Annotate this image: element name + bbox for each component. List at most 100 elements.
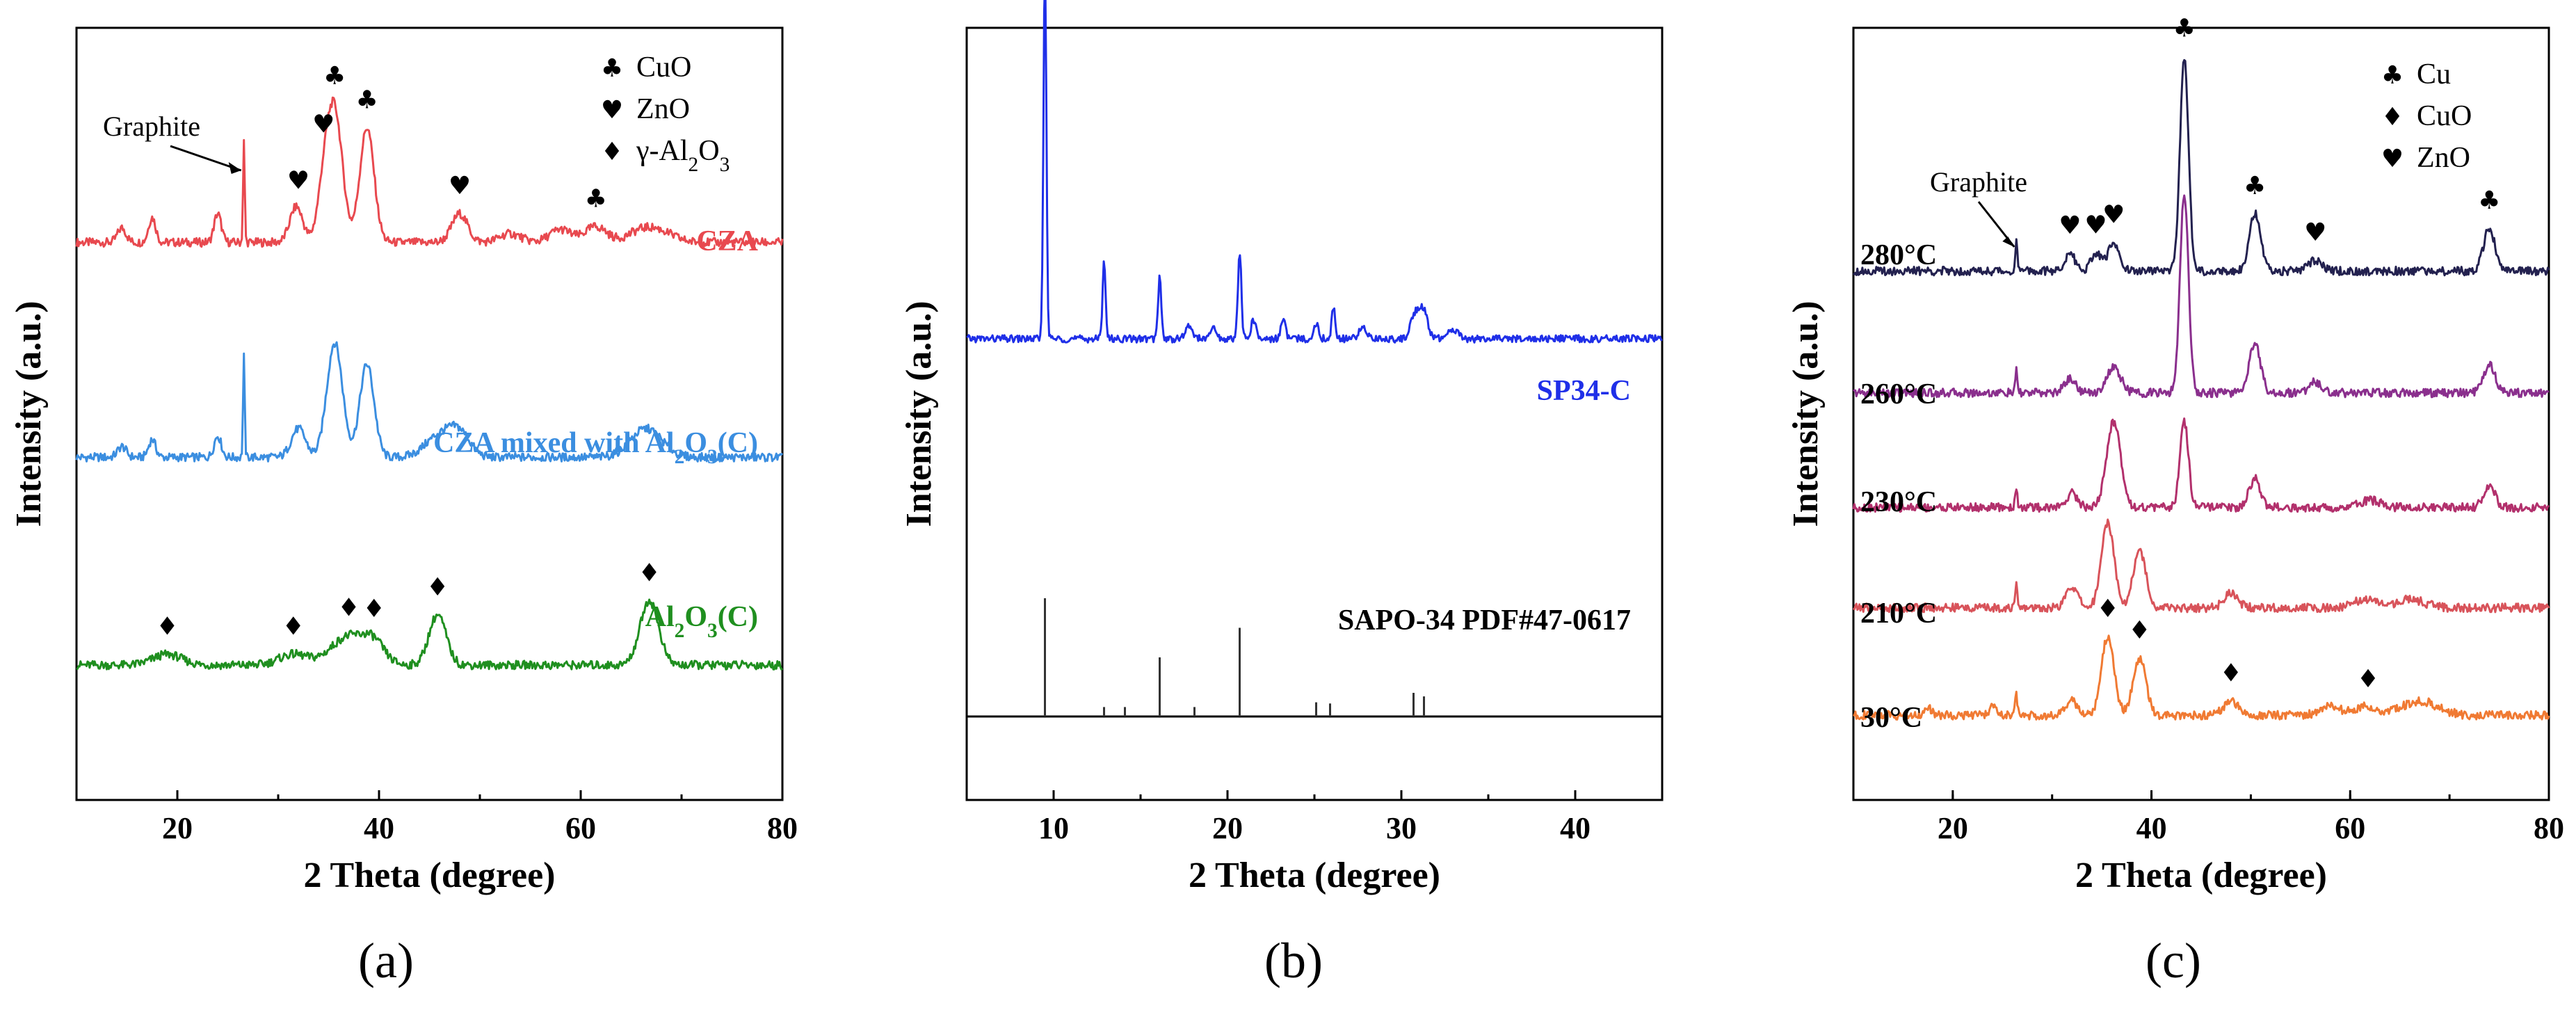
text-part: O (698, 135, 719, 167)
x-tick-label: 20 (162, 811, 193, 845)
annotation-arrowhead (228, 162, 241, 174)
series-label-temp: 210°C (1860, 598, 1937, 630)
series-line (1852, 58, 2550, 277)
peak-marker: ♦ (2357, 665, 2379, 694)
y-axis-title: Intensity (a.u.) (899, 301, 939, 527)
peak-marker: ♦ (2128, 616, 2150, 645)
annotation-arrowhead (2002, 237, 2015, 247)
x-tick-label: 80 (767, 811, 798, 845)
text-part: CZA mixed with Al (433, 427, 675, 459)
series-label-temp: 280°C (1860, 239, 1937, 271)
peak-marker: ♦ (337, 593, 360, 622)
text-part: (C) (718, 601, 758, 633)
series-label-cza-mixed: CZA mixed with Al2O3(C) (433, 427, 758, 468)
peak-marker: ♥ (287, 166, 309, 195)
legend-label: CuO (636, 51, 691, 83)
series-label-sp34c: SP34-C (1537, 375, 1631, 407)
peak-marker: ♥ (2102, 200, 2125, 229)
x-axis-title: 2 Theta (degree) (1189, 856, 1440, 895)
series-line (1853, 194, 2550, 399)
subscript: 2 (675, 620, 685, 642)
graphite-annotation: Graphite (103, 111, 200, 142)
peak-marker: ♣ (585, 185, 607, 214)
x-tick-label: 20 (1938, 811, 1968, 845)
x-tick-label: 20 (1212, 811, 1243, 845)
peak-marker: ♣ (355, 86, 378, 115)
series-label-temp: 30°C (1860, 702, 1922, 734)
series-label-temp: 260°C (1860, 378, 1937, 410)
series-line (1852, 518, 2550, 614)
plot-frame (965, 26, 1664, 801)
text-part: (C) (718, 427, 758, 459)
peak-marker: ♣ (2173, 15, 2196, 43)
peak-marker: ♦ (2097, 595, 2119, 623)
peak-marker: ♣ (2244, 172, 2266, 200)
subscript: 2 (689, 154, 699, 176)
series-line (966, 0, 1663, 344)
text-part: CuO (636, 51, 691, 83)
peak-marker: ♣ (323, 62, 346, 90)
plot-frame (75, 26, 784, 801)
peak-marker: ♣ (2478, 186, 2500, 215)
panel-c: 20 40 60 80 2 Theta (degree) Intensity (a.u.)… (1786, 15, 2564, 988)
series-label-al2o3: Al2O3(C) (645, 601, 758, 642)
legend-symbol: ♣ (2381, 61, 2404, 90)
x-tick-label: 40 (364, 811, 394, 845)
panel-caption: (a) (358, 933, 414, 988)
subscript: 3 (707, 446, 718, 468)
x-tick-label: 60 (565, 811, 596, 845)
text-part: CuO (2417, 100, 2472, 132)
text-part: ZnO (636, 93, 690, 125)
text-part: ZnO (2417, 142, 2470, 174)
panel-caption: (b) (1264, 933, 1323, 988)
reference-label: SAPO-34 PDF#47-0617 (1338, 604, 1631, 636)
peak-marker: ♦ (282, 612, 305, 641)
series-label-temp: 230°C (1860, 486, 1937, 518)
annotation-arrow (170, 145, 242, 172)
legend-label: CuO (2417, 100, 2472, 132)
y-axis-title: Intensity (a.u.) (9, 301, 49, 527)
x-axis-title: 2 Theta (degree) (304, 856, 556, 895)
series-line (75, 341, 784, 463)
legend-symbol: ♥ (2381, 145, 2404, 173)
series-line (76, 598, 784, 671)
peak-marker: ♥ (2059, 211, 2081, 240)
legend-symbol: ♣ (601, 54, 623, 83)
subscript: 3 (720, 154, 730, 176)
text-part: Cu (2417, 58, 2451, 90)
legend-label: Cu (2417, 58, 2451, 90)
series-line (1853, 634, 2550, 721)
peak-marker: ♥ (449, 172, 471, 200)
y-axis-title: Intensity (a.u.) (1786, 301, 1826, 527)
peak-marker: ♦ (2220, 659, 2242, 688)
subscript: 2 (675, 446, 685, 468)
x-tick-label: 40 (1560, 811, 1591, 845)
legend-symbol: ♦ (601, 138, 623, 166)
series-label-cza: CZA (696, 225, 758, 257)
text-part: O (684, 427, 707, 459)
legend-label: ZnO (636, 93, 690, 125)
x-tick-label: 60 (2335, 811, 2365, 845)
peak-marker: ♦ (426, 573, 449, 602)
text-part: O (684, 601, 707, 633)
panel-caption: (c) (2146, 933, 2201, 988)
x-tick-label: 80 (2534, 811, 2564, 845)
peak-marker: ♦ (638, 559, 660, 587)
legend-symbol: ♦ (2381, 103, 2404, 131)
peak-marker: ♦ (363, 595, 385, 623)
text-part: Al (645, 601, 675, 633)
legend-symbol: ♥ (601, 96, 623, 125)
peak-marker: ♥ (2304, 218, 2326, 247)
panel-a: 20 40 60 80 2 Theta (degree) Intensity (a.u.)… (9, 26, 798, 988)
series-line (75, 96, 784, 248)
x-tick-label: 40 (2136, 811, 2167, 845)
graphite-annotation: Graphite (1930, 166, 2027, 198)
x-tick-label: 10 (1038, 811, 1069, 845)
peak-marker: ♦ (156, 613, 178, 641)
legend-label: γ-Al2O3 (636, 135, 730, 176)
text-part: γ-Al (636, 135, 689, 167)
legend-label: ZnO (2417, 142, 2470, 174)
subscript: 3 (707, 620, 718, 642)
panel-b: 10 20 30 40 2 Theta (degree) Intensity (a.u.)… (899, 0, 1664, 988)
